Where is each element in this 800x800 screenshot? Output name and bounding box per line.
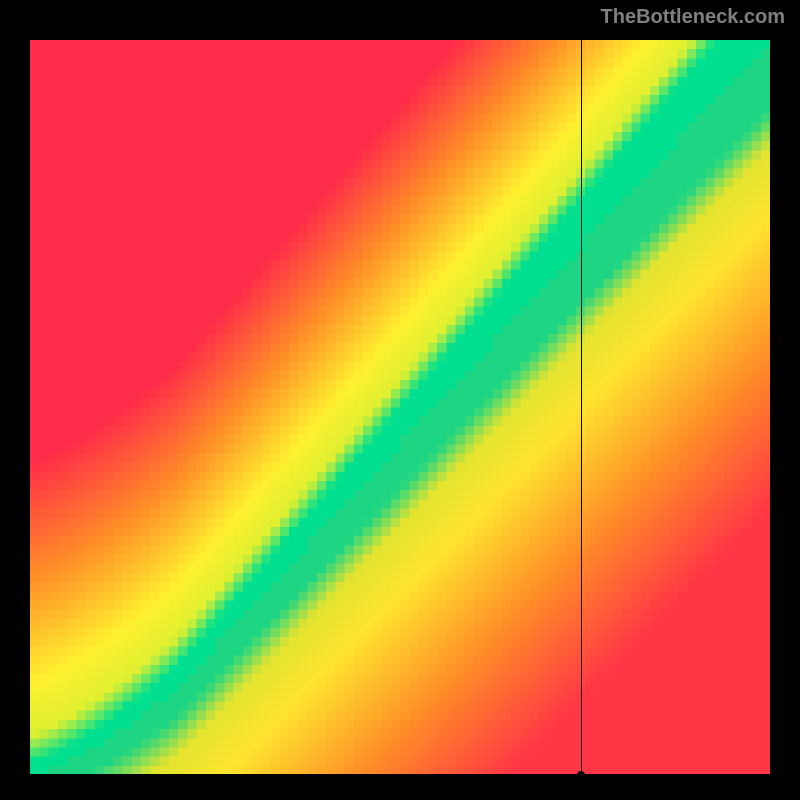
crosshair-marker-dot [577,771,585,779]
heatmap-canvas [30,40,770,775]
heatmap-chart [15,30,785,790]
crosshair-vertical [581,40,582,775]
crosshair-horizontal [30,774,770,775]
watermark-text: TheBottleneck.com [601,6,785,29]
